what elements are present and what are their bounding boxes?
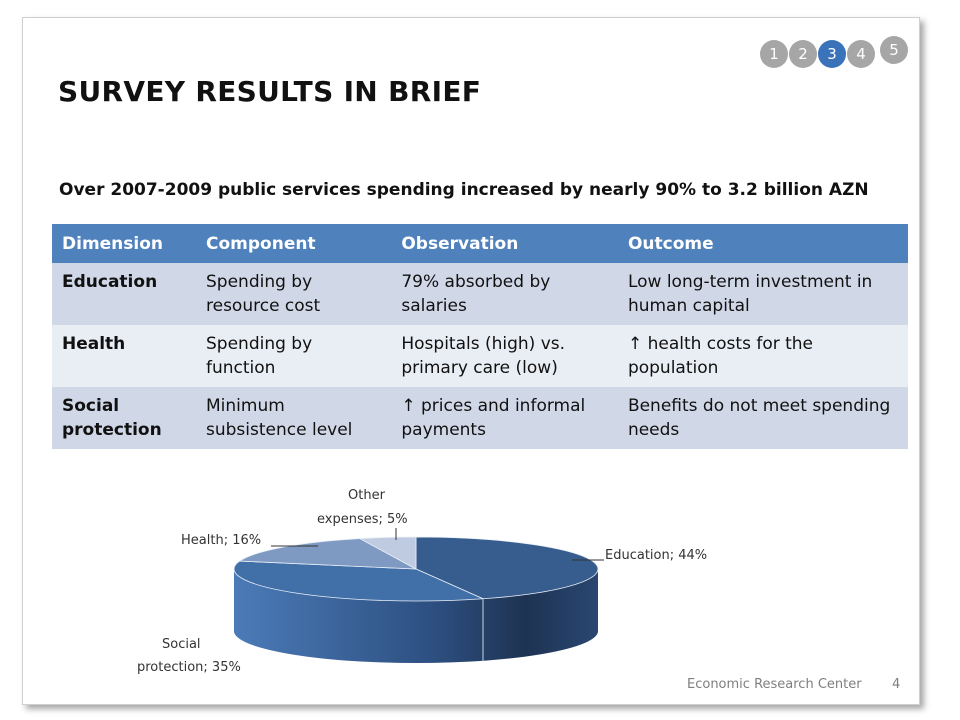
pie-top [233, 536, 599, 602]
pie-slice-health [238, 538, 417, 570]
pie-label-social-2: protection; 35% [137, 660, 241, 675]
pie-label-other-2: expenses; 5% [317, 512, 408, 527]
pie-side-wall [234, 569, 598, 663]
slide-navigator: 1 2 3 4 5 [760, 36, 910, 68]
pie-label-social-1: Social [162, 637, 201, 652]
nav-dot-2[interactable]: 2 [789, 40, 817, 68]
col-header-component: Component [196, 224, 392, 263]
pie-label-other-1: Other [348, 488, 386, 503]
nav-dot-3-active[interactable]: 3 [818, 40, 846, 68]
col-header-observation: Observation [391, 224, 618, 263]
table-row: Social protection Minimum subsistence le… [52, 387, 908, 449]
page-number: 4 [892, 677, 901, 692]
footer-organization: Economic Research Center [687, 677, 862, 692]
cell-component: Minimum subsistence level [196, 387, 392, 449]
nav-dot-5[interactable]: 5 [880, 36, 908, 64]
cell-observation: ↑ prices and informal payments [391, 387, 618, 449]
col-header-outcome: Outcome [617, 224, 908, 263]
cell-observation: Hospitals (high) vs. primary care (low) [391, 325, 618, 387]
cell-outcome: ↑ health costs for the population [617, 325, 908, 387]
findings-table: Dimension Component Observation Outcome … [52, 224, 908, 449]
cell-dimension: Social protection [52, 387, 196, 449]
table-header-row: Dimension Component Observation Outcome [52, 224, 908, 263]
pie-slice-social-protection [233, 560, 484, 602]
cell-observation: 79% absorbed by salaries [391, 263, 618, 325]
pie-slice-education [415, 536, 599, 600]
pie-side-wall-surface [234, 569, 598, 663]
cell-dimension: Education [52, 263, 196, 325]
cell-outcome: Benefits do not meet spending needs [617, 387, 908, 449]
col-header-dimension: Dimension [52, 224, 196, 263]
nav-dot-1[interactable]: 1 [760, 40, 788, 68]
cell-dimension: Health [52, 325, 196, 387]
cell-outcome: Low long-term investment in human capita… [617, 263, 908, 325]
table-row: Health Spending by function Hospitals (h… [52, 325, 908, 387]
slide-subtitle: Over 2007-2009 public services spending … [59, 180, 869, 200]
pie-slice-other-expenses [358, 536, 417, 570]
nav-dot-4[interactable]: 4 [847, 40, 875, 68]
table-row: Education Spending by resource cost 79% … [52, 263, 908, 325]
cell-component: Spending by function [196, 325, 392, 387]
cell-component: Spending by resource cost [196, 263, 392, 325]
slide-title: SURVEY RESULTS IN BRIEF [58, 75, 482, 108]
pie-label-education: Education; 44% [605, 548, 707, 563]
pie-label-health: Health; 16% [181, 533, 261, 548]
pie-leader-lines [271, 528, 604, 561]
